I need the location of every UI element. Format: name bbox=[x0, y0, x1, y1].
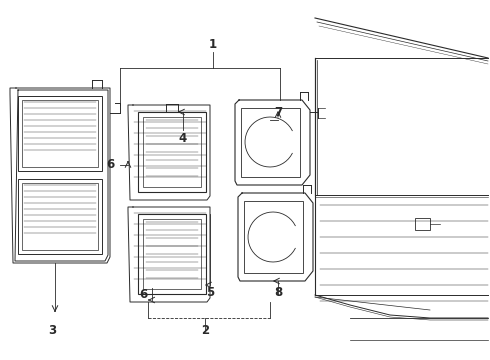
Text: 8: 8 bbox=[274, 285, 282, 298]
Bar bbox=[138, 112, 206, 192]
Text: 7: 7 bbox=[274, 105, 282, 118]
Bar bbox=[22, 100, 98, 167]
Text: 5: 5 bbox=[206, 287, 214, 300]
Text: 4: 4 bbox=[179, 131, 187, 144]
Bar bbox=[138, 214, 206, 294]
Bar bbox=[241, 108, 300, 177]
Text: 3: 3 bbox=[48, 324, 56, 337]
Bar bbox=[244, 201, 303, 273]
Text: 6: 6 bbox=[139, 288, 147, 302]
Bar bbox=[18, 179, 102, 254]
Bar bbox=[18, 96, 102, 171]
Bar bbox=[22, 183, 98, 250]
Text: 1: 1 bbox=[209, 37, 217, 50]
Text: 6: 6 bbox=[106, 158, 114, 171]
Bar bbox=[415, 218, 430, 230]
Bar bbox=[143, 219, 201, 289]
Bar bbox=[143, 117, 201, 187]
Text: 2: 2 bbox=[201, 324, 209, 337]
